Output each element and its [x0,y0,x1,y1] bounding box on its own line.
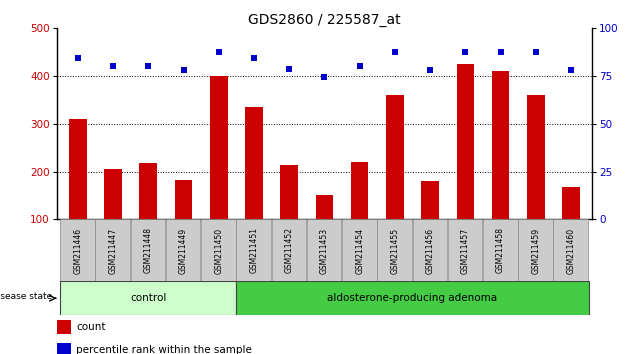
Bar [57,343,71,354]
Bar [69,119,87,219]
Text: control: control [130,293,166,303]
Point [531,50,541,55]
Text: GSM211447: GSM211447 [108,227,118,274]
Bar [527,95,545,219]
FancyBboxPatch shape [236,281,588,315]
Text: GSM211449: GSM211449 [179,227,188,274]
FancyBboxPatch shape [130,219,165,281]
Text: GSM211453: GSM211453 [320,227,329,274]
Text: GSM211457: GSM211457 [461,227,470,274]
Bar [386,95,404,219]
FancyBboxPatch shape [483,219,517,281]
FancyBboxPatch shape [413,219,447,281]
Text: GSM211446: GSM211446 [73,227,83,274]
Text: GSM211454: GSM211454 [355,227,364,274]
Bar [351,162,369,219]
Point [178,67,188,73]
Point [496,50,506,55]
Text: GSM211456: GSM211456 [426,227,435,274]
Bar [245,107,263,219]
FancyBboxPatch shape [518,219,553,281]
Point [425,67,435,73]
FancyBboxPatch shape [377,219,412,281]
Bar [210,76,227,219]
Text: GSM211460: GSM211460 [566,227,576,274]
Point [461,50,471,55]
Bar [175,180,192,219]
FancyBboxPatch shape [60,219,94,281]
Text: GSM211452: GSM211452 [285,228,294,273]
FancyBboxPatch shape [272,219,306,281]
FancyBboxPatch shape [448,219,483,281]
Bar [280,165,298,219]
Point [214,50,224,55]
Bar [421,181,439,219]
Bar [492,72,510,219]
Text: percentile rank within the sample: percentile rank within the sample [76,345,252,354]
Point [355,63,365,68]
FancyBboxPatch shape [166,219,200,281]
Text: count: count [76,322,105,332]
Bar [562,187,580,219]
Bar [57,320,71,335]
Point [73,55,83,61]
Bar [457,64,474,219]
Text: aldosterone-producing adenoma: aldosterone-producing adenoma [328,293,498,303]
Point [284,66,294,72]
Point [566,67,576,73]
Point [108,63,118,68]
Text: GSM211451: GSM211451 [249,228,258,273]
Text: GSM211448: GSM211448 [144,228,153,273]
Point [319,74,329,80]
Bar [139,163,157,219]
Text: GSM211450: GSM211450 [214,227,223,274]
FancyBboxPatch shape [201,219,236,281]
Bar [316,195,333,219]
FancyBboxPatch shape [236,219,271,281]
Text: GSM211455: GSM211455 [391,227,399,274]
Text: disease state: disease state [0,292,52,301]
FancyBboxPatch shape [553,219,588,281]
Bar [104,169,122,219]
FancyBboxPatch shape [60,281,236,315]
Point [390,50,400,55]
FancyBboxPatch shape [307,219,341,281]
FancyBboxPatch shape [342,219,377,281]
Point [143,63,153,68]
Text: GSM211459: GSM211459 [531,227,541,274]
FancyBboxPatch shape [96,219,130,281]
Title: GDS2860 / 225587_at: GDS2860 / 225587_at [248,13,401,27]
Point [249,55,259,61]
Text: GSM211458: GSM211458 [496,228,505,273]
